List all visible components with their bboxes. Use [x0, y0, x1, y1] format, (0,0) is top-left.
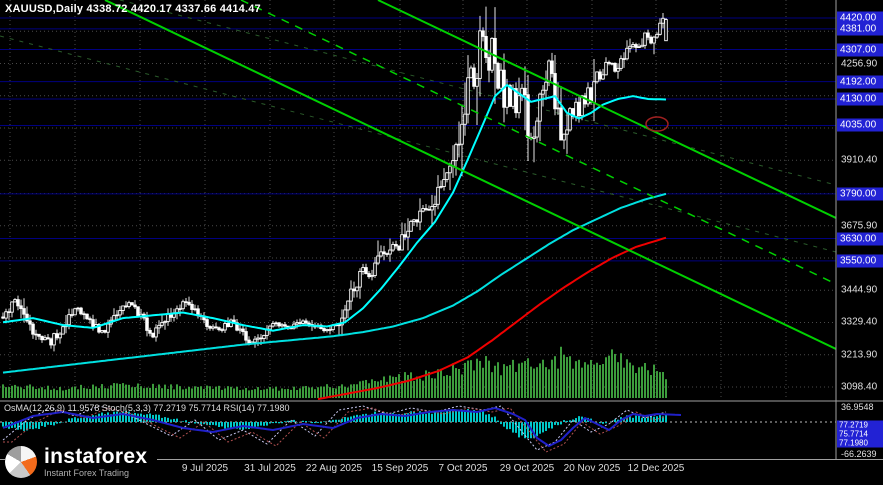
price-level-label: 4130.00 [837, 92, 883, 106]
price-level-label: 4035.00 [837, 118, 883, 132]
time-axis-label: 7 Oct 2025 [438, 463, 488, 474]
instaforex-logo-icon [5, 446, 37, 478]
indicator-value-label: 77.1980 [837, 438, 883, 448]
price-level-label: 4307.00 [837, 43, 883, 57]
indicator-values-label: OsMA(12,26,9) 11.9578 Stoch(5,3,3) 77.27… [4, 403, 290, 413]
time-axis-label: 15 Sep 2025 [371, 463, 429, 474]
price-scale-tick: 3444.90 [841, 284, 878, 296]
price-scale-tick: 3213.90 [841, 349, 878, 361]
time-axis-label: 9 Jul 2025 [181, 463, 229, 474]
time-axis[interactable]: 9 Jul 2025 31 Jul 2025 22 Aug 2025 15 Sep 2… [0, 463, 883, 479]
price-scale-tick: 3675.90 [841, 220, 878, 232]
time-axis-label: 29 Oct 2025 [499, 463, 555, 474]
instaforex-logo-text: instaforex Instant Forex Trading [44, 444, 148, 478]
time-axis-label: 20 Nov 2025 [563, 463, 621, 474]
indicator-scale-min: -66.2639 [841, 449, 877, 459]
indicator-value-label: 77.2719 [837, 420, 883, 430]
price-level-label: 3550.00 [837, 254, 883, 268]
indicator-scale[interactable]: 36.9548 -66.2639 77.2719 75.7714 77.1980 [837, 0, 883, 460]
time-axis-label: 12 Dec 2025 [627, 463, 685, 474]
indicator-scale-max: 36.9548 [841, 402, 874, 412]
brand-tagline: Instant Forex Trading [44, 467, 130, 478]
brand-name: instaforex [44, 444, 148, 468]
price-scale-tick: 3098.40 [841, 381, 878, 393]
price-level-label: 3790.00 [837, 187, 883, 201]
price-scale-tick: 3910.40 [841, 154, 878, 166]
price-level-label: 4192.00 [837, 75, 883, 89]
price-level-label: 3630.00 [837, 232, 883, 246]
price-scale-tick: 3329.40 [841, 316, 878, 328]
time-axis-label: 31 Jul 2025 [244, 463, 296, 474]
price-scale[interactable]: 4256.90 3910.40 3675.90 3444.90 3329.40 3213.… [837, 0, 883, 460]
symbol-ohlc-info: XAUUSD,Daily 4338.72 4420.17 4337.66 441… [5, 3, 261, 15]
price-level-label: 4381.00 [837, 22, 883, 36]
price-scale-tick: 4256.90 [841, 58, 878, 70]
price-level-label: 4420.00 [837, 11, 883, 25]
time-axis-label: 22 Aug 2025 [305, 463, 363, 474]
indicator-value-label: 75.7714 [837, 429, 883, 439]
instaforex-watermark: instaforex Instant Forex Trading [5, 444, 158, 478]
